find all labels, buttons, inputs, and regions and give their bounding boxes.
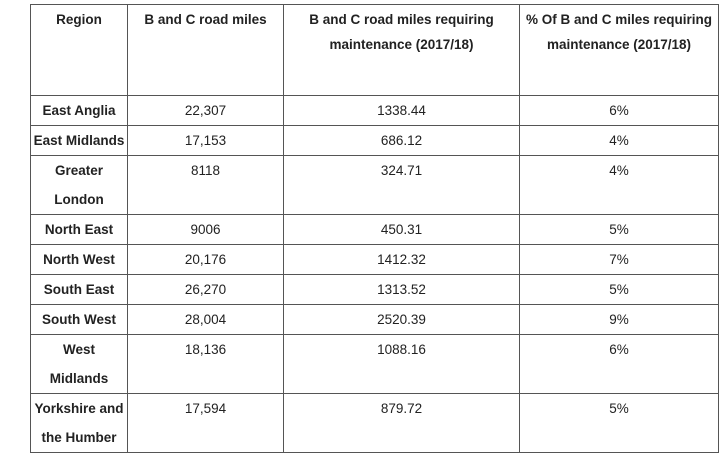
table-row: East Midlands 17,153 686.12 4%	[30, 125, 719, 156]
table-row: Greater London 8118 324.71 4%	[30, 155, 719, 215]
table-body: East Anglia 22,307 1338.44 6% East Midlands 1…	[30, 95, 719, 453]
region-cell: Greater London	[30, 155, 128, 215]
region-cell: South East	[30, 274, 128, 305]
data-cell: 9%	[519, 304, 719, 335]
table-row: South East 26,270 1313.52 5%	[30, 274, 719, 305]
data-table: Region B and C road miles B and C road mil…	[30, 4, 719, 453]
data-cell: 5%	[519, 214, 719, 245]
data-cell: 1313.52	[283, 274, 520, 305]
data-cell: 26,270	[127, 274, 284, 305]
region-cell: Yorkshire and the Humber	[30, 393, 128, 453]
data-cell: 17,594	[127, 393, 284, 453]
table-row: East Anglia 22,307 1338.44 6%	[30, 95, 719, 126]
data-cell: 324.71	[283, 155, 520, 215]
data-cell: 17,153	[127, 125, 284, 156]
data-cell: 4%	[519, 155, 719, 215]
data-cell: 20,176	[127, 244, 284, 275]
data-cell: 9006	[127, 214, 284, 245]
data-cell: 4%	[519, 125, 719, 156]
data-cell: 879.72	[283, 393, 520, 453]
table-row: North West 20,176 1412.32 7%	[30, 244, 719, 275]
header-cell: Region	[30, 4, 128, 96]
data-cell: 8118	[127, 155, 284, 215]
data-cell: 2520.39	[283, 304, 520, 335]
region-cell: North West	[30, 244, 128, 275]
data-cell: 5%	[519, 393, 719, 453]
region-cell: South West	[30, 304, 128, 335]
region-cell: East Midlands	[30, 125, 128, 156]
table-row: Yorkshire and the Humber 17,594 879.72 5%	[30, 393, 719, 453]
region-cell: North East	[30, 214, 128, 245]
data-cell: 1338.44	[283, 95, 520, 126]
header-cell: % Of B and C miles requiring maintenance…	[519, 4, 719, 96]
data-cell: 1088.16	[283, 334, 520, 394]
data-cell: 6%	[519, 95, 719, 126]
data-cell: 686.12	[283, 125, 520, 156]
region-cell: East Anglia	[30, 95, 128, 126]
table-row: West Midlands 18,136 1088.16 6%	[30, 334, 719, 394]
data-cell: 7%	[519, 244, 719, 275]
header-cell: B and C road miles	[127, 4, 284, 96]
header-row: Region B and C road miles B and C road mil…	[30, 4, 719, 96]
data-cell: 18,136	[127, 334, 284, 394]
data-cell: 28,004	[127, 304, 284, 335]
data-cell: 1412.32	[283, 244, 520, 275]
data-cell: 22,307	[127, 95, 284, 126]
table-row: South West 28,004 2520.39 9%	[30, 304, 719, 335]
data-cell: 450.31	[283, 214, 520, 245]
header-cell: B and C road miles requiring maintenance…	[283, 4, 520, 96]
data-cell: 6%	[519, 334, 719, 394]
region-cell: West Midlands	[30, 334, 128, 394]
data-cell: 5%	[519, 274, 719, 305]
table-row: North East 9006 450.31 5%	[30, 214, 719, 245]
table-container: Region B and C road miles B and C road mil…	[30, 4, 719, 453]
